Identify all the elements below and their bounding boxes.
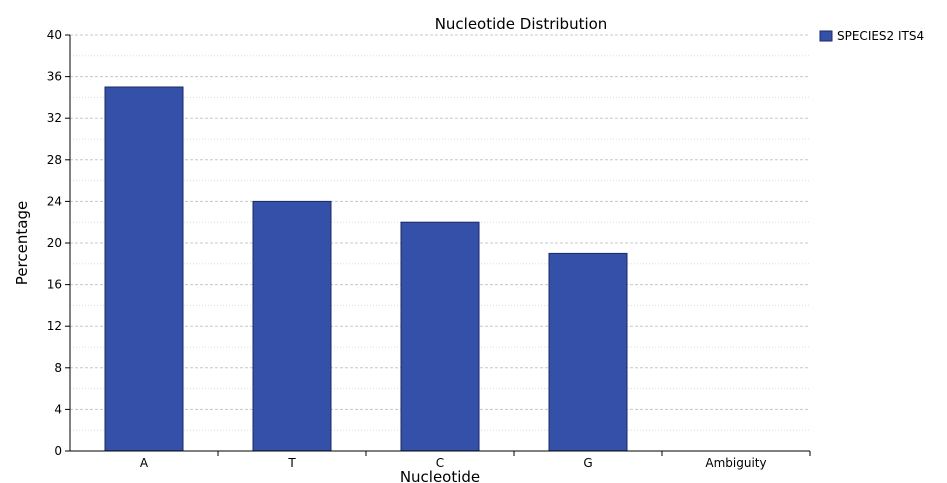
bar-t <box>252 200 332 452</box>
legend: SPECIES2 ITS4 <box>819 29 924 43</box>
bars <box>104 86 628 452</box>
y-axis-title: Percentage <box>13 201 31 285</box>
bar-c <box>400 221 480 452</box>
x-tick-label: T <box>287 456 296 470</box>
y-tick-label: 40 <box>47 28 62 42</box>
y-tick-label: 24 <box>47 194 62 208</box>
x-tick-label: Ambiguity <box>705 456 766 470</box>
x-axis-title: Nucleotide <box>400 468 480 483</box>
legend-swatch <box>819 30 833 42</box>
y-tick-label: 0 <box>54 444 62 458</box>
y-tick-label: 4 <box>54 402 62 416</box>
y-tick-label: 8 <box>54 361 62 375</box>
x-tick-label: A <box>140 456 149 470</box>
y-tick-label: 16 <box>47 278 62 292</box>
x-tick-labels: A T C G Ambiguity <box>140 451 811 470</box>
y-tick-label: 20 <box>47 236 62 250</box>
x-tick-label: C <box>436 456 444 470</box>
y-tick-label: 36 <box>47 70 62 84</box>
bar-a <box>104 86 184 452</box>
y-tick-labels: 0 4 8 12 16 20 24 28 32 36 40 <box>47 28 70 458</box>
y-tick-label: 28 <box>47 153 62 167</box>
bar-g <box>548 252 628 452</box>
x-tick-label: G <box>583 456 592 470</box>
chart-title: Nucleotide Distribution <box>435 15 608 33</box>
y-tick-label: 12 <box>47 319 62 333</box>
legend-label-species2-its4: SPECIES2 ITS4 <box>837 29 924 43</box>
y-tick-label: 32 <box>47 111 62 125</box>
